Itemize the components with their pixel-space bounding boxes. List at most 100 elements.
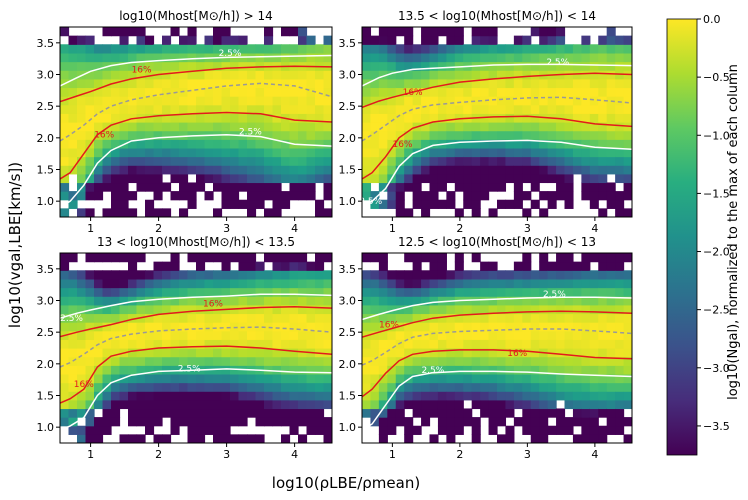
heatmap-cell bbox=[136, 339, 146, 349]
heatmap-cell bbox=[128, 173, 138, 184]
heatmap-cell bbox=[572, 313, 582, 323]
heatmap-cell bbox=[564, 287, 574, 297]
heatmap-cell bbox=[281, 104, 291, 114]
heatmap-cell bbox=[421, 313, 431, 323]
heatmap-cell bbox=[497, 182, 507, 192]
heatmap-cell bbox=[102, 287, 112, 297]
heatmap-cell bbox=[255, 287, 265, 297]
heatmap-cell bbox=[162, 330, 172, 340]
heatmap-cell bbox=[530, 434, 540, 443]
heatmap-cell bbox=[623, 348, 632, 358]
heatmap-cell bbox=[196, 434, 206, 443]
heatmap-cell bbox=[306, 287, 316, 297]
heatmap-cell bbox=[230, 61, 240, 71]
heatmap-cell bbox=[247, 182, 257, 192]
heatmap-cell bbox=[187, 270, 197, 280]
heatmap-cell bbox=[598, 434, 608, 443]
heatmap-cell bbox=[589, 356, 599, 366]
heatmap-cell bbox=[119, 87, 129, 97]
heatmap-cell bbox=[598, 253, 608, 263]
heatmap-cell bbox=[204, 304, 214, 315]
heatmap-cell bbox=[362, 70, 372, 80]
heatmap-cell bbox=[556, 96, 566, 106]
heatmap-cell bbox=[539, 270, 549, 280]
heatmap-cell bbox=[556, 270, 566, 280]
heatmap-cell bbox=[221, 356, 231, 366]
heatmap-cell bbox=[370, 373, 380, 384]
heatmap-cell bbox=[437, 330, 447, 340]
contour-2p5-percent bbox=[362, 370, 632, 431]
heatmap-cell bbox=[606, 391, 616, 401]
heatmap-cell bbox=[497, 44, 507, 54]
heatmap-cell bbox=[370, 408, 380, 418]
heatmap-cell bbox=[606, 61, 616, 71]
heatmap-cell bbox=[404, 330, 414, 340]
heatmap-cell bbox=[102, 122, 112, 132]
heatmap-cell bbox=[315, 408, 325, 418]
heatmap-cell bbox=[153, 78, 163, 89]
heatmap-cell bbox=[68, 130, 78, 140]
heatmap-cell bbox=[77, 52, 87, 63]
heatmap-cell bbox=[505, 61, 515, 71]
heatmap-cell bbox=[606, 130, 616, 140]
heatmap-cell bbox=[522, 253, 532, 263]
heatmap-cell bbox=[136, 147, 146, 158]
heatmap-cell bbox=[437, 165, 447, 175]
heatmap-cell bbox=[387, 147, 397, 158]
heatmap-cell bbox=[187, 182, 197, 192]
heatmap-cell bbox=[488, 399, 498, 410]
heatmap-cell bbox=[437, 365, 447, 375]
heatmap-cell bbox=[556, 78, 566, 89]
heatmap-cell bbox=[145, 365, 155, 375]
heatmap-cell bbox=[513, 373, 523, 384]
heatmap-cell bbox=[255, 61, 265, 71]
heatmap-cell bbox=[102, 322, 112, 332]
heatmap-cell bbox=[429, 382, 439, 392]
heatmap-cell bbox=[94, 78, 104, 89]
heatmap-cell bbox=[221, 382, 231, 392]
heatmap-cell bbox=[589, 122, 599, 132]
heatmap-cell bbox=[530, 382, 540, 392]
heatmap-cell bbox=[488, 417, 498, 427]
heatmap-cell bbox=[429, 365, 439, 375]
heatmap-cell bbox=[179, 356, 189, 366]
heatmap-cell bbox=[323, 356, 332, 366]
heatmap-cell bbox=[128, 165, 138, 175]
heatmap-cell bbox=[598, 165, 608, 175]
heatmap-cell bbox=[289, 339, 299, 349]
heatmap-cell bbox=[323, 52, 332, 63]
heatmap-cell bbox=[606, 356, 616, 366]
heatmap-cell bbox=[513, 182, 523, 192]
heatmap-cell bbox=[387, 348, 397, 358]
heatmap-cell bbox=[94, 182, 104, 192]
heatmap-cell bbox=[102, 399, 112, 410]
colorbar: 0.0−0.5−1.0−1.5−2.0−2.5−3.0−3.5 log10(Ng… bbox=[666, 13, 741, 456]
heatmap-cell bbox=[606, 278, 616, 289]
heatmap-cell bbox=[255, 313, 265, 323]
heatmap-cell bbox=[255, 391, 265, 401]
y-axis-label: log10(vgal,LBE[km/s]) bbox=[6, 162, 24, 328]
heatmap-cell bbox=[102, 96, 112, 106]
heatmap-cell bbox=[454, 278, 464, 289]
heatmap-cell bbox=[145, 182, 155, 192]
heatmap-cell bbox=[581, 356, 591, 366]
heatmap-cell bbox=[60, 356, 70, 366]
heatmap-cell bbox=[196, 61, 206, 71]
heatmap-cell bbox=[387, 408, 397, 418]
x-tick-label: 3 bbox=[223, 222, 230, 235]
heatmap-cell bbox=[387, 27, 397, 37]
heatmap-cell bbox=[255, 130, 265, 140]
heatmap-cell bbox=[60, 391, 70, 401]
heatmap-cell bbox=[463, 156, 473, 166]
heatmap-cell bbox=[615, 52, 625, 63]
heatmap-cell bbox=[446, 434, 456, 443]
heatmap-cell bbox=[306, 113, 316, 123]
heatmap-cell bbox=[362, 278, 372, 289]
heatmap-cell bbox=[238, 348, 248, 358]
heatmap-cell bbox=[247, 348, 257, 358]
heatmap-cell bbox=[153, 417, 163, 427]
heatmap-cell bbox=[471, 382, 481, 392]
heatmap-cell bbox=[437, 278, 447, 289]
heatmap-cell bbox=[145, 156, 155, 166]
heatmap-cell bbox=[404, 139, 414, 149]
